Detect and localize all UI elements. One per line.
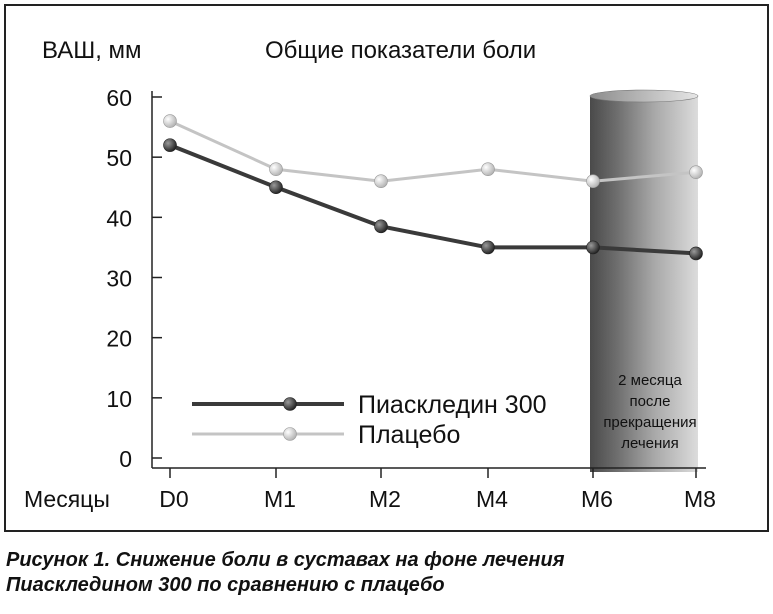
- annotation-line-2: после: [629, 393, 670, 410]
- data-point-placebo: [689, 165, 703, 180]
- annotation-line-4: лечения: [621, 435, 679, 452]
- legend-swatch-marker: [283, 397, 297, 411]
- data-point-placebo: [163, 114, 177, 128]
- x-tick-label: M1: [264, 486, 296, 512]
- x-tick-label: M4: [476, 486, 508, 512]
- data-point-placebo: [481, 162, 495, 176]
- x-tick-label: M8: [684, 486, 716, 512]
- x-tick-label: D0: [159, 486, 188, 512]
- y-tick-label: 60: [106, 85, 132, 111]
- caption-line-1: Рисунок 1. Снижение боли в суставах на ф…: [6, 549, 565, 571]
- series-line-placebo: [169, 119, 697, 183]
- post-treatment-band-top: [589, 89, 699, 103]
- y-tick-label: 30: [106, 266, 132, 292]
- data-point-piascledine: [586, 240, 600, 255]
- legend-swatch-marker: [283, 427, 297, 441]
- data-point-piascledine: [374, 219, 388, 234]
- data-point-piascledine: [689, 246, 703, 261]
- series-line-piascledine: [169, 143, 697, 256]
- data-point-piascledine: [269, 180, 283, 195]
- annotation-line-1: 2 месяца: [618, 372, 682, 389]
- figure-caption: Рисунок 1. Снижение боли в суставах на ф…: [6, 548, 766, 598]
- data-point-placebo: [374, 174, 388, 189]
- y-tick-label: 10: [106, 386, 132, 412]
- legend-label: Пиаскледин 300: [358, 391, 547, 419]
- y-tick-label: 50: [106, 145, 132, 171]
- x-tick-label: M2: [369, 486, 401, 512]
- legend-label: Плацебо: [358, 421, 460, 449]
- data-point-piascledine: [163, 138, 177, 152]
- y-tick-label: 40: [106, 205, 132, 231]
- y-tick-label: 20: [106, 326, 132, 352]
- data-point-piascledine: [481, 240, 495, 255]
- y-axis-label: ВАШ, мм: [42, 37, 142, 64]
- line-chart: 2 месяца после прекращения лечения 60 50 40 30…: [24, 37, 716, 512]
- caption-line-2: Пиаскледином 300 по сравнению с плацебо: [6, 574, 445, 596]
- chart-title: Общие показатели боли: [265, 37, 536, 64]
- data-point-placebo: [586, 174, 600, 189]
- chart-frame: 2 месяца после прекращения лечения 60 50 40 30…: [4, 4, 769, 532]
- annotation-line-3: прекращения: [603, 414, 696, 431]
- post-treatment-band: [590, 96, 698, 472]
- x-tick-label: M6: [581, 486, 613, 512]
- x-axis-label: Месяцы: [24, 486, 110, 512]
- y-tick-label: 0: [119, 446, 132, 472]
- data-point-placebo: [269, 162, 283, 176]
